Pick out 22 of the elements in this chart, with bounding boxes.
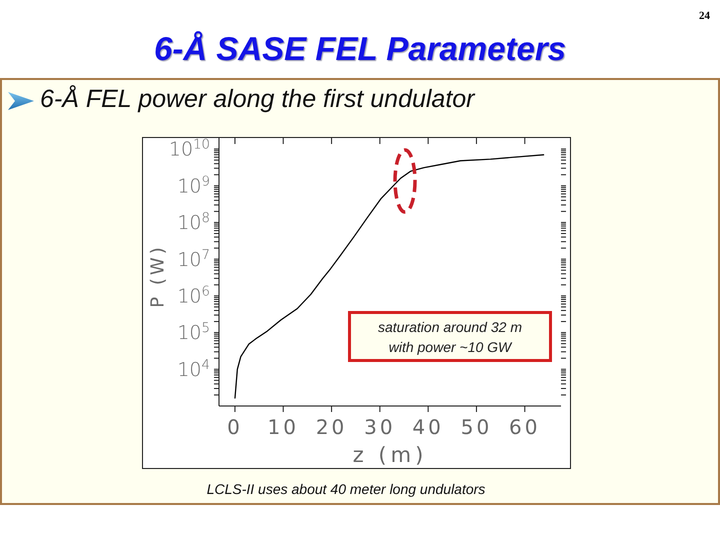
x-tick-label: 40 bbox=[412, 415, 444, 439]
line-series bbox=[234, 154, 545, 400]
text: LCLS-II uses about 40 meter long undulators bbox=[206, 481, 486, 497]
x-tick-label: 10 bbox=[268, 415, 299, 439]
y-tick-label: 10$^{6}$ bbox=[177, 284, 210, 308]
annotation: saturation around 32 m with power ~10 GW bbox=[378, 318, 522, 354]
y-tick-label: 10$^{7}$ bbox=[177, 247, 210, 271]
x-axis-title: z (m) bbox=[352, 443, 428, 467]
y-tick-label: 10$^{10}$ bbox=[168, 137, 210, 161]
chart-title: 6-Å SASE FEL Parameters bbox=[154, 30, 566, 67]
x-tick-label: 50 bbox=[460, 415, 492, 439]
y-axis-title: P (W) bbox=[147, 244, 168, 308]
y-tick-label: 10$^{4}$ bbox=[177, 357, 210, 381]
y-tick-label: 10$^{9}$ bbox=[177, 174, 210, 198]
x-tick-label: 0 bbox=[227, 415, 243, 439]
x-tick-label: 20 bbox=[316, 415, 348, 439]
y-tick-label: 10$^{5}$ bbox=[177, 320, 210, 344]
text: 24 bbox=[699, 10, 710, 22]
x-tick-label: 60 bbox=[509, 415, 540, 439]
chart-subtitle: 6-Å FEL power along the first undulator bbox=[40, 85, 475, 113]
x-tick-label: 30 bbox=[364, 415, 396, 439]
y-tick-label: 10$^{8}$ bbox=[177, 210, 210, 234]
